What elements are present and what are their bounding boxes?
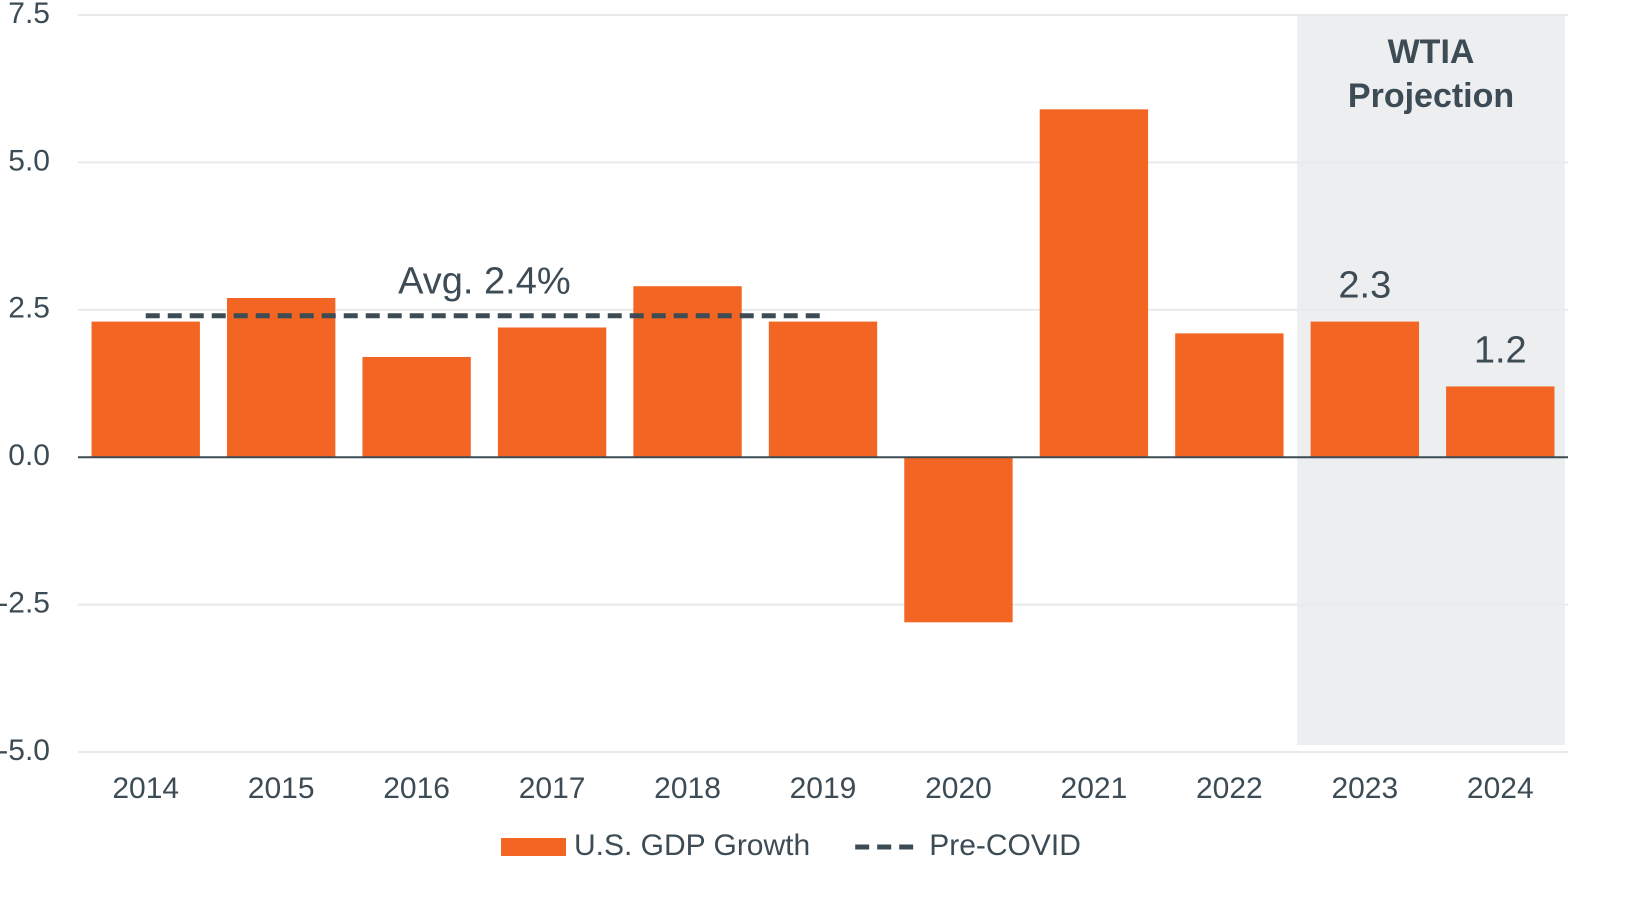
x-tick-label: 2020 <box>925 772 992 805</box>
y-tick-label: 5.0 <box>8 144 50 177</box>
bar <box>633 286 742 458</box>
projection-label: WTIA Projection <box>1347 33 1515 115</box>
y-tick-label: 0.0 <box>8 439 50 472</box>
x-tick-label: 2019 <box>790 772 857 805</box>
data-label: 1.2 <box>1474 329 1527 371</box>
bar <box>227 298 336 458</box>
bar <box>362 356 471 458</box>
x-tick-label: 2015 <box>248 772 315 805</box>
x-tick-label: 2022 <box>1196 772 1263 805</box>
annotation: Avg. 2.4% <box>398 261 571 303</box>
x-tick-label: 2023 <box>1331 772 1398 805</box>
x-tick-label: 2024 <box>1467 772 1534 805</box>
bar <box>768 321 878 458</box>
y-tick-label: 7.5 <box>8 0 50 30</box>
x-tick-label: 2021 <box>1061 772 1128 805</box>
bar <box>497 327 607 458</box>
bar <box>1175 333 1284 458</box>
data-label: 2.3 <box>1338 265 1391 307</box>
x-tick-label: 2014 <box>112 772 179 805</box>
x-tick-label: 2018 <box>654 772 721 805</box>
bar <box>1310 321 1419 458</box>
legend-label: Pre-COVID <box>929 829 1081 862</box>
y-tick-label: 2.5 <box>8 292 50 325</box>
legend-swatch <box>501 838 566 856</box>
y-tick-label: -2.5 <box>0 587 50 620</box>
x-tick-label: 2016 <box>383 772 450 805</box>
bar <box>904 457 1013 623</box>
bar <box>1446 386 1555 458</box>
x-tick-label: 2017 <box>519 772 586 805</box>
bar <box>1039 109 1149 458</box>
y-tick-label: -5.0 <box>0 734 50 767</box>
legend-label: U.S. GDP Growth <box>574 829 810 862</box>
bar <box>91 321 200 458</box>
